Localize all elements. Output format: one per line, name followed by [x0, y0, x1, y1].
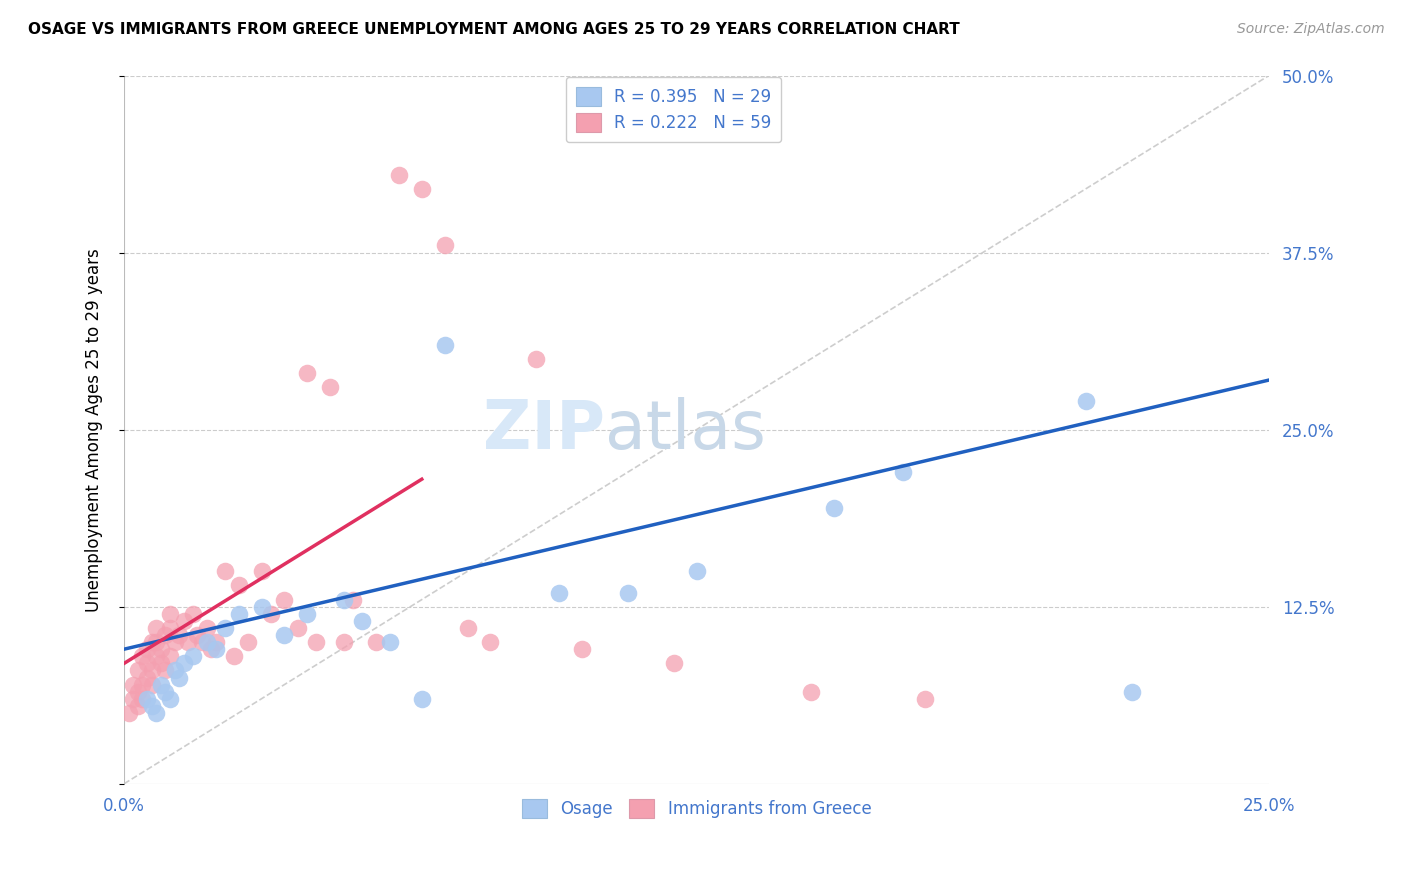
Text: ZIP: ZIP: [482, 397, 605, 463]
Point: [411, 182, 433, 196]
Point: [204, 642, 226, 657]
Point: [333, 635, 356, 649]
Point: [145, 649, 167, 664]
Point: [250, 599, 273, 614]
Point: [914, 691, 936, 706]
Point: [131, 649, 153, 664]
Point: [236, 635, 259, 649]
Point: [1074, 394, 1097, 409]
Point: [155, 684, 177, 698]
Point: [181, 607, 204, 621]
Point: [159, 621, 181, 635]
Point: [228, 607, 250, 621]
Point: [141, 635, 163, 649]
Point: [378, 635, 401, 649]
Point: [228, 578, 250, 592]
Point: [214, 621, 236, 635]
Point: [163, 664, 186, 678]
Point: [159, 649, 181, 664]
Point: [141, 677, 163, 691]
Point: [195, 635, 218, 649]
Point: [173, 614, 195, 628]
Point: [127, 684, 149, 698]
Point: [685, 564, 707, 578]
Point: [891, 465, 914, 479]
Point: [155, 664, 177, 678]
Point: [1121, 684, 1143, 698]
Point: [127, 698, 149, 713]
Point: [145, 706, 167, 720]
Point: [167, 671, 190, 685]
Point: [136, 671, 159, 685]
Point: [122, 677, 145, 691]
Point: [548, 585, 571, 599]
Point: [136, 642, 159, 657]
Point: [149, 657, 172, 671]
Point: [214, 564, 236, 578]
Text: Source: ZipAtlas.com: Source: ZipAtlas.com: [1237, 22, 1385, 37]
Point: [159, 691, 181, 706]
Point: [181, 649, 204, 664]
Point: [200, 642, 222, 657]
Point: [479, 635, 502, 649]
Y-axis label: Unemployment Among Ages 25 to 29 years: Unemployment Among Ages 25 to 29 years: [86, 248, 103, 612]
Point: [118, 706, 141, 720]
Point: [122, 691, 145, 706]
Point: [131, 691, 153, 706]
Point: [167, 628, 190, 642]
Point: [571, 642, 593, 657]
Point: [273, 592, 295, 607]
Point: [411, 691, 433, 706]
Point: [155, 628, 177, 642]
Point: [177, 635, 200, 649]
Point: [297, 607, 319, 621]
Point: [186, 628, 208, 642]
Point: [287, 621, 309, 635]
Point: [273, 628, 295, 642]
Point: [800, 684, 823, 698]
Point: [457, 621, 479, 635]
Point: [145, 635, 167, 649]
Point: [141, 664, 163, 678]
Point: [191, 635, 214, 649]
Point: [617, 585, 640, 599]
Point: [131, 677, 153, 691]
Point: [662, 657, 685, 671]
Point: [433, 337, 456, 351]
Point: [222, 649, 245, 664]
Point: [149, 642, 172, 657]
Point: [204, 635, 226, 649]
Point: [159, 607, 181, 621]
Point: [433, 238, 456, 252]
Point: [163, 635, 186, 649]
Text: atlas: atlas: [605, 397, 766, 463]
Point: [173, 657, 195, 671]
Point: [333, 592, 356, 607]
Point: [342, 592, 364, 607]
Point: [145, 621, 167, 635]
Point: [305, 635, 328, 649]
Point: [149, 677, 172, 691]
Point: [127, 664, 149, 678]
Legend: Osage, Immigrants from Greece: Osage, Immigrants from Greece: [515, 792, 879, 825]
Text: OSAGE VS IMMIGRANTS FROM GREECE UNEMPLOYMENT AMONG AGES 25 TO 29 YEARS CORRELATI: OSAGE VS IMMIGRANTS FROM GREECE UNEMPLOY…: [28, 22, 960, 37]
Point: [524, 351, 547, 366]
Point: [250, 564, 273, 578]
Point: [364, 635, 387, 649]
Point: [297, 366, 319, 380]
Point: [141, 698, 163, 713]
Point: [136, 691, 159, 706]
Point: [260, 607, 283, 621]
Point: [319, 380, 342, 394]
Point: [388, 168, 411, 182]
Point: [195, 621, 218, 635]
Point: [823, 500, 845, 515]
Point: [352, 614, 374, 628]
Point: [136, 657, 159, 671]
